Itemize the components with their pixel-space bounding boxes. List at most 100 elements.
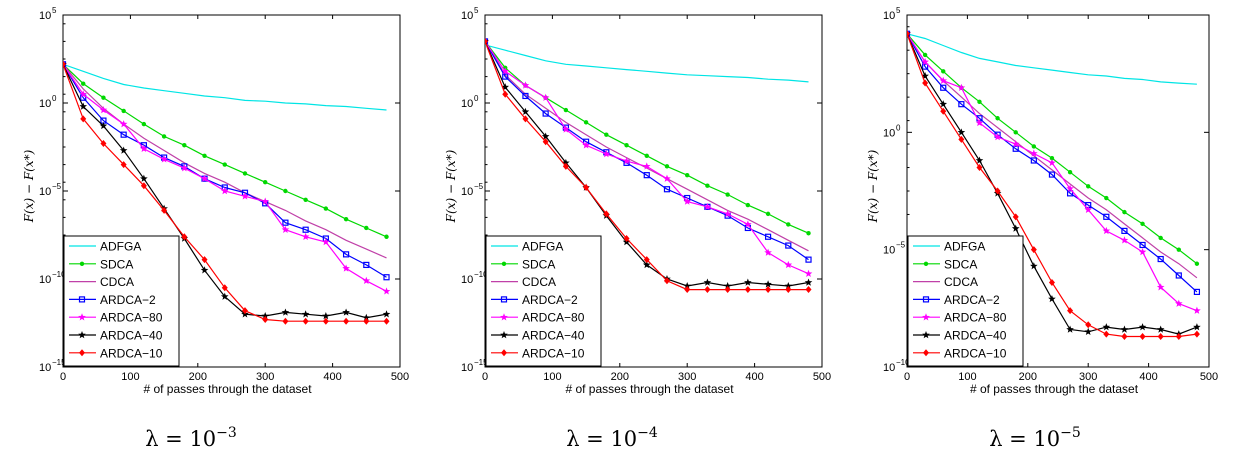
data-point-ardca-80 (220, 187, 229, 195)
legend-label-adfga: ADFGA (100, 240, 141, 254)
legend-label-ardca-40: ARDCA−40 (522, 329, 585, 343)
data-point-ardca-80 (1175, 299, 1183, 307)
data-point-ardca-80 (501, 67, 510, 75)
x-tick-label: 300 (1079, 371, 1097, 383)
x-tick-label: 0 (60, 371, 66, 383)
data-point-ardca-80 (582, 141, 590, 149)
legend-label-adfga: ADFGA (522, 240, 563, 254)
data-point-sdca (303, 197, 308, 202)
data-point-ardca-2 (643, 172, 650, 179)
data-point-ardca-80 (1084, 205, 1092, 214)
data-point-ardca-10 (643, 256, 650, 264)
data-point-ardca-2 (805, 256, 812, 263)
data-point-ardca-2 (363, 261, 370, 269)
data-point-ardca-10 (562, 162, 569, 170)
data-point-ardca-10 (940, 107, 947, 115)
data-point-ardca-10 (603, 210, 610, 218)
data-point-ardca-10 (1157, 332, 1164, 340)
caption-exponent: −3 (216, 425, 237, 441)
data-point-sdca (161, 134, 167, 139)
data-point-sdca (806, 231, 811, 236)
data-point-ardca-10 (221, 284, 228, 292)
data-point-sdca (765, 211, 771, 217)
data-point-sdca (745, 202, 751, 208)
data-point-ardca-10 (383, 317, 390, 325)
data-point-ardca-40 (1156, 325, 1165, 333)
data-point-ardca-10 (1048, 279, 1055, 287)
data-point-sdca (563, 107, 569, 113)
y-axis-label: F(x) − F(x*) (444, 149, 458, 223)
data-point-sdca (343, 216, 349, 222)
legend-marker-sdca (923, 261, 929, 266)
data-point-sdca (1067, 170, 1073, 175)
data-point-ardca-80 (1048, 158, 1056, 167)
y-tick-exponent: −10 (896, 358, 910, 367)
legend-label-sdca: SDCA (522, 257, 555, 271)
data-point-ardca-10 (1193, 330, 1200, 338)
y-tick-exponent: −5 (52, 182, 62, 191)
data-point-ardca-2 (922, 63, 929, 70)
y-tick-label: 10 (39, 274, 51, 286)
series-line-cdca (485, 41, 809, 252)
legend-label-cdca: CDCA (944, 275, 978, 289)
data-point-ardca-40 (281, 308, 290, 316)
data-point-ardca-10 (181, 233, 188, 241)
data-point-ardca-10 (994, 187, 1001, 195)
data-point-ardca-2 (342, 251, 350, 258)
data-point-sdca (101, 95, 106, 100)
y-tick-exponent: 0 (896, 123, 901, 132)
data-point-ardca-2 (785, 242, 792, 249)
data-point-ardca-10 (161, 206, 168, 214)
data-point-ardca-80 (342, 264, 350, 272)
data-point-ardca-80 (1156, 283, 1165, 291)
x-tick-label: 200 (611, 371, 629, 383)
data-point-ardca-2 (1066, 190, 1074, 197)
data-point-ardca-40 (501, 83, 510, 91)
data-point-ardca-80 (261, 197, 269, 205)
y-tick-exponent: 0 (52, 94, 57, 103)
y-tick-label: 10 (883, 10, 895, 22)
legend-marker-ardca-40 (500, 331, 508, 339)
legend-marker-ardca-10 (501, 349, 507, 357)
data-point-sdca (1176, 247, 1182, 252)
data-point-ardca-40 (804, 278, 813, 286)
data-point-ardca-10 (302, 317, 309, 325)
legend-label-ardca-40: ARDCA−40 (100, 329, 163, 343)
data-point-ardca-10 (785, 286, 792, 294)
data-point-ardca-2 (302, 226, 309, 233)
data-point-ardca-10 (1012, 213, 1019, 221)
data-point-ardca-40 (140, 174, 148, 182)
data-point-sdca (1086, 184, 1091, 189)
data-point-ardca-80 (993, 133, 1002, 141)
data-point-ardca-10 (485, 37, 488, 45)
data-point-ardca-40 (1066, 325, 1074, 333)
legend-marker-ardca-2 (922, 296, 930, 303)
data-point-ardca-40 (1138, 323, 1147, 331)
data-point-ardca-80 (119, 120, 128, 128)
data-point-ardca-80 (683, 197, 691, 205)
data-point-ardca-10 (522, 115, 529, 123)
data-point-ardca-10 (282, 317, 289, 325)
data-point-ardca-80 (521, 81, 530, 89)
y-tick-label: 10 (883, 245, 895, 257)
data-point-ardca-10 (663, 277, 670, 285)
data-point-ardca-10 (343, 317, 350, 325)
legend-marker-ardca-80 (500, 313, 508, 321)
data-point-sdca (121, 108, 126, 114)
legend-label-ardca-10: ARDCA−10 (522, 346, 585, 360)
data-point-ardca-40 (683, 282, 691, 290)
panel-caption: λ = 10−5 (989, 425, 1081, 451)
data-point-ardca-10 (120, 161, 127, 169)
x-tick-label: 400 (745, 371, 763, 383)
data-point-ardca-40 (975, 156, 984, 164)
y-tick-exponent: −10 (52, 270, 66, 279)
data-point-ardca-80 (663, 174, 671, 182)
data-point-ardca-10 (907, 30, 910, 38)
data-point-sdca (941, 69, 946, 74)
data-point-sdca (222, 162, 227, 167)
data-point-ardca-80 (1138, 248, 1147, 256)
data-point-ardca-40 (1011, 224, 1020, 232)
legend-marker-ardca-2 (78, 296, 86, 303)
